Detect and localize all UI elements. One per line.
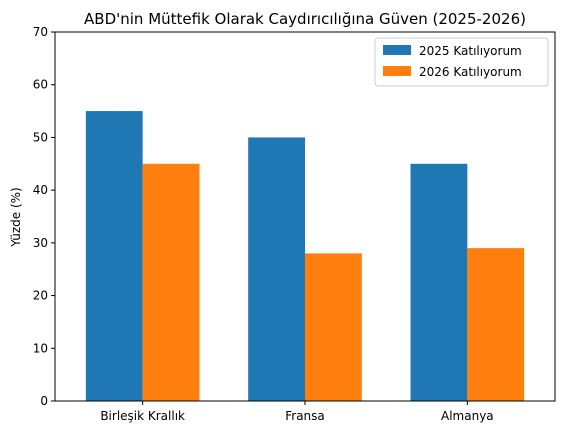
y-tick-label: 20 <box>33 289 48 303</box>
y-axis: 0 10 20 30 40 50 60 70 <box>33 25 55 408</box>
bar-1-2 <box>248 137 305 401</box>
y-tick-label: 50 <box>33 130 48 144</box>
y-axis-label: Yüzde (%) <box>9 187 23 247</box>
y-tick-label: 10 <box>33 341 48 355</box>
chart-title: ABD'nin Müttefik Olarak Caydırıcılığına … <box>84 10 526 28</box>
plot-frame <box>54 31 556 402</box>
y-tick-label: 0 <box>40 394 48 408</box>
y-tick-label: 70 <box>33 25 48 39</box>
legend-swatch <box>383 45 411 55</box>
plot-area <box>85 111 525 402</box>
x-tick-label: Birleşik Krallık <box>100 409 185 423</box>
legend: 2025 Katılıyorum 2026 Katılıyorum <box>374 37 549 87</box>
legend-swatch <box>383 66 411 76</box>
x-tick-label: Almanya <box>441 409 494 423</box>
bar-1-3 <box>410 163 468 401</box>
x-axis: Birleşik Krallık Fransa Almanya <box>100 401 494 423</box>
legend-label: 2025 Katılıyorum <box>419 44 522 58</box>
y-tick-label: 30 <box>33 236 48 250</box>
y-tick-label: 60 <box>33 78 48 92</box>
bar-2-2 <box>305 253 362 401</box>
legend-box <box>374 37 549 87</box>
bar-2-3 <box>467 248 525 401</box>
bar-1-1 <box>85 111 143 402</box>
y-tick-label: 40 <box>33 183 48 197</box>
bar-2-1 <box>142 163 200 401</box>
x-tick-label: Fransa <box>285 409 325 423</box>
legend-label: 2026 Katılıyorum <box>419 65 522 79</box>
